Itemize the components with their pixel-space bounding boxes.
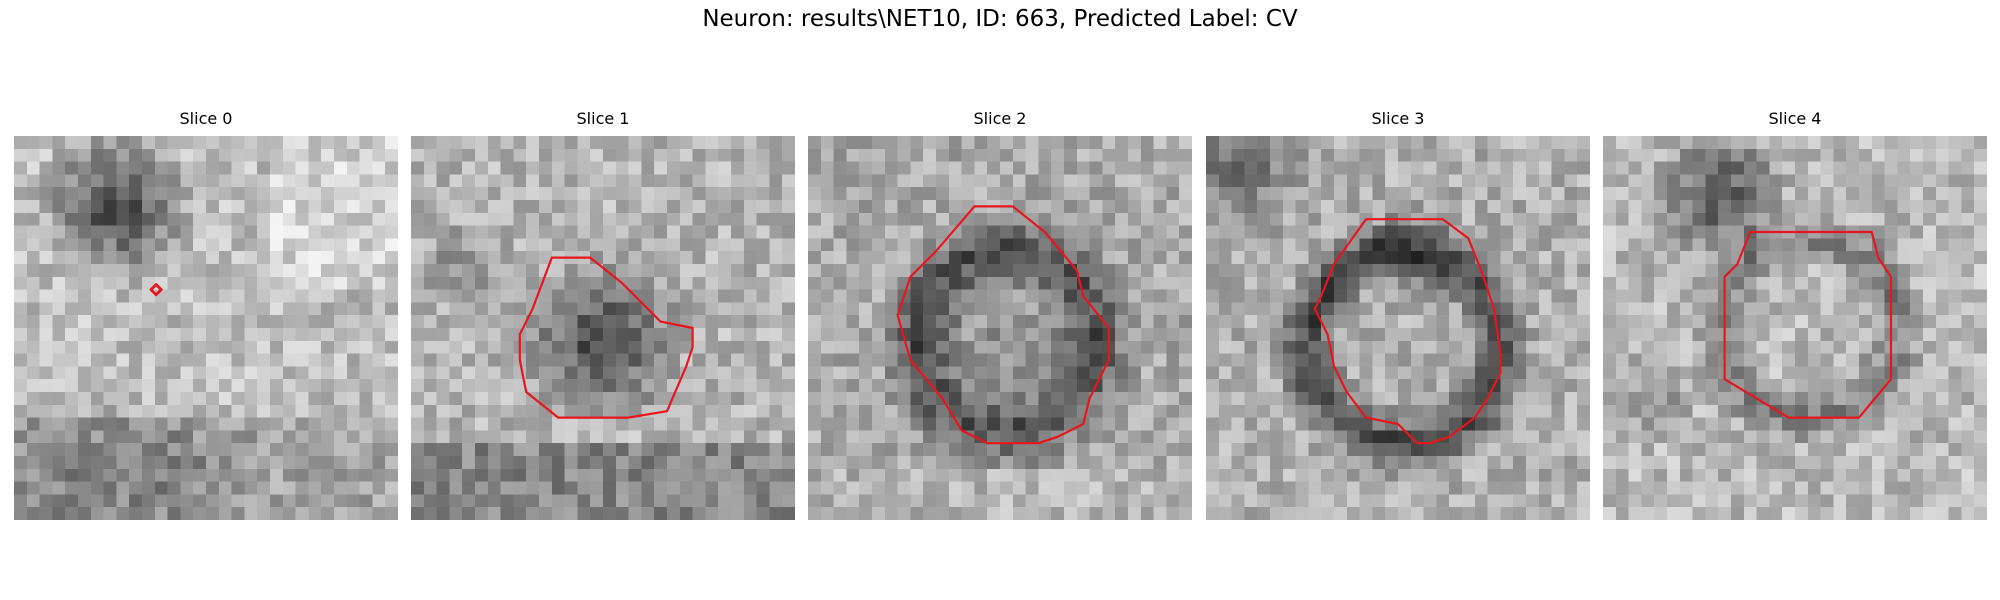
slice-panel-3: Slice 3 [1206, 108, 1590, 520]
slice-title-4: Slice 4 [1768, 109, 1822, 128]
segmentation-contour-0 [149, 283, 163, 297]
slice-image-1 [411, 136, 795, 520]
slice-image-4 [1603, 136, 1987, 520]
slice-title-2: Slice 2 [973, 109, 1027, 128]
segmentation-contour-3 [1313, 218, 1502, 445]
slice-title-3: Slice 3 [1371, 109, 1425, 128]
slice-title-1: Slice 1 [576, 109, 630, 128]
segmentation-contour-4 [1723, 230, 1893, 419]
figure-title: Neuron: results\NET10, ID: 663, Predicte… [702, 6, 1298, 32]
slice-image-0 [14, 136, 398, 520]
segmentation-contour-2 [896, 205, 1110, 445]
slice-image-3 [1206, 136, 1590, 520]
slice-image-2 [808, 136, 1192, 520]
slice-title-0: Slice 0 [179, 109, 233, 128]
slice-panel-0: Slice 0 [14, 108, 398, 520]
segmentation-contour-1 [518, 256, 694, 419]
slice-panel-2: Slice 2 [808, 108, 1192, 520]
slice-panel-4: Slice 4 [1603, 108, 1987, 520]
slice-panel-1: Slice 1 [411, 108, 795, 520]
